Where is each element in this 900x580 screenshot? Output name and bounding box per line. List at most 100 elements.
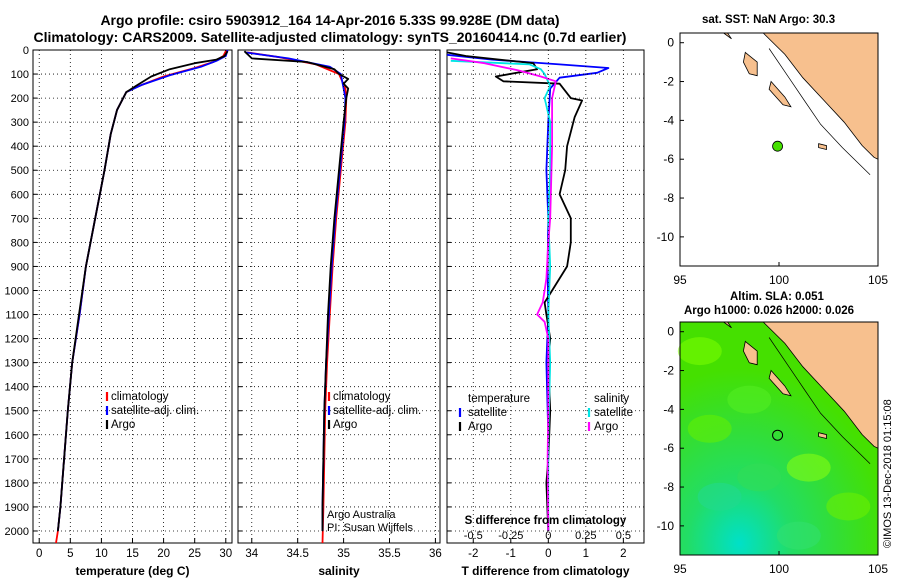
- sla-map-xtick-label-2: 105: [868, 562, 888, 576]
- salinity-legend-0: climatology: [333, 391, 391, 403]
- sst-map-xtick-label-0: 95: [673, 273, 687, 287]
- difference-legend-right-0: satellite: [594, 407, 633, 419]
- sst-map-ytick-label-0: 0: [667, 36, 674, 50]
- salinity-xtick-label-0: 34: [245, 548, 258, 560]
- depth-label-18: 1800: [5, 478, 29, 490]
- title-line-1: Argo profile: csiro 5903912_164 14-Apr-2…: [100, 12, 560, 28]
- depth-label-8: 800: [11, 237, 29, 249]
- sst-map-ytick-label-4: -8: [663, 191, 674, 205]
- sla-map-patch-0: [677, 337, 722, 366]
- difference-legend-right-1: Argo: [594, 421, 618, 433]
- sla-map-ytick-label-2: -4: [663, 402, 674, 416]
- sla-map-patch-4: [737, 463, 782, 492]
- sst-map-title: sat. SST: NaN Argo: 30.3: [702, 14, 836, 26]
- sla-map-patch-2: [687, 414, 732, 443]
- temperature-legend-1: satellite-adj. clim.: [111, 405, 199, 417]
- sla-map-patch-6: [697, 482, 742, 511]
- sst-map-ytick-label-1: -2: [663, 75, 674, 89]
- salinity-legend-2: Argo: [333, 419, 357, 431]
- temperature-series-1: [57, 49, 229, 532]
- sla-map-title-1: Altim. SLA: 0.051: [730, 291, 824, 303]
- difference-x2-label-4: 0.5: [616, 530, 631, 542]
- sla-map-shelf-contour: [768, 337, 871, 464]
- sla-map-patch-7: [776, 521, 821, 550]
- sla-map-title-2: Argo h1000: 0.026 h2000: 0.026: [684, 305, 855, 317]
- depth-label-10: 1000: [5, 285, 29, 297]
- depth-label-4: 400: [11, 141, 29, 153]
- difference-frame: [446, 49, 645, 544]
- difference-legend-left-1: Argo: [468, 421, 492, 433]
- temperature-xtick-label-5: 25: [188, 548, 201, 560]
- sla-map-patch-5: [826, 492, 871, 521]
- temperature-legend-0: climatology: [111, 391, 169, 403]
- salinity-xlabel: salinity: [318, 564, 360, 578]
- temperature-xtick-label-6: 30: [219, 548, 232, 560]
- salinity-series-0: [247, 51, 348, 544]
- salinity-series-2: [243, 50, 350, 531]
- difference-xlabel2: S difference from climatology: [465, 515, 627, 527]
- temperature-legend-2: Argo: [111, 419, 135, 431]
- temperature-xtick-label-1: 5: [67, 548, 73, 560]
- salinity-legend-1: satellite-adj. clim.: [333, 405, 421, 417]
- sst-map-ytick-label-3: -6: [663, 152, 674, 166]
- temperature-xtick-label-4: 20: [157, 548, 170, 560]
- sst-map-argo-point: [772, 140, 783, 152]
- sla-map-land-island-enggano: [818, 432, 827, 440]
- salinity-annotation-0: Argo Australia: [327, 509, 396, 521]
- depth-label-11: 1100: [5, 310, 29, 322]
- difference-legend-left-header: temperature: [468, 393, 530, 405]
- difference-xtick-label-0: -2: [468, 548, 478, 560]
- depth-label-20: 2000: [5, 526, 29, 538]
- sst-map-land-island-pagai: [768, 80, 792, 108]
- title-line-2: Climatology: CARS2009. Satellite-adjuste…: [33, 29, 627, 45]
- temperature-xtick-label-2: 10: [95, 548, 108, 560]
- sst-map-ytick-label-5: -10: [657, 230, 675, 244]
- sla-map-land-island-pagai: [768, 369, 792, 397]
- difference-xtick-label-1: -1: [506, 548, 516, 560]
- salinity-xtick-label-2: 35: [337, 548, 350, 560]
- depth-label-14: 1400: [5, 382, 29, 394]
- depth-label-7: 700: [11, 213, 29, 225]
- depth-label-5: 500: [11, 165, 29, 177]
- difference-xtick-label-2: 0: [545, 548, 551, 560]
- sla-map-ytick-label-0: 0: [667, 325, 674, 339]
- sst-map-ytick-label-2: -4: [663, 113, 674, 127]
- difference-x2-label-2: 0: [545, 530, 551, 542]
- salinity-frame: [237, 49, 441, 544]
- difference-series-3: [450, 57, 557, 532]
- salinity-annotation-1: PI: Susan Wijffels: [327, 522, 413, 534]
- difference-xlabel: T difference from climatology: [461, 564, 629, 578]
- depth-label-2: 200: [11, 93, 29, 105]
- depth-label-17: 1700: [5, 454, 29, 466]
- depth-label-9: 900: [11, 261, 29, 273]
- temperature-xlabel: temperature (deg C): [75, 564, 189, 578]
- sla-map-xtick-label-1: 100: [769, 562, 789, 576]
- depth-label-12: 1200: [5, 334, 29, 346]
- difference-x2-label-1: -0.25: [498, 530, 523, 542]
- difference-series-2: [450, 59, 552, 531]
- sla-map-argo-point: [772, 429, 784, 441]
- temperature-series-2: [57, 50, 229, 532]
- difference-xtick-label-4: 2: [620, 548, 626, 560]
- difference-series-0: [446, 53, 610, 532]
- sla-map-patch-3: [786, 453, 831, 482]
- sla-map-land-island-siberut: [742, 340, 758, 366]
- depth-label-6: 600: [11, 189, 29, 201]
- depth-label-3: 300: [11, 117, 29, 129]
- salinity-xtick-label-3: 35.5: [378, 548, 400, 560]
- depth-label-1: 100: [11, 69, 29, 81]
- difference-legend-right-header: salinity: [594, 393, 629, 405]
- depth-label-19: 1900: [5, 502, 29, 514]
- depth-label-13: 1300: [5, 358, 29, 370]
- depth-label-0: 0: [23, 45, 29, 57]
- difference-x2-label-0: -0.5: [464, 530, 483, 542]
- sst-map-shelf-contour: [768, 48, 871, 175]
- salinity-xtick-label-1: 34.5: [286, 548, 308, 560]
- sst-map-land-island-siberut: [742, 51, 758, 77]
- depth-label-16: 1600: [5, 430, 29, 442]
- sst-map-xtick-label-2: 105: [868, 273, 888, 287]
- sla-map-ytick-label-4: -8: [663, 480, 674, 494]
- sla-map-ytick-label-1: -2: [663, 364, 674, 378]
- difference-xtick-label-3: 1: [583, 548, 589, 560]
